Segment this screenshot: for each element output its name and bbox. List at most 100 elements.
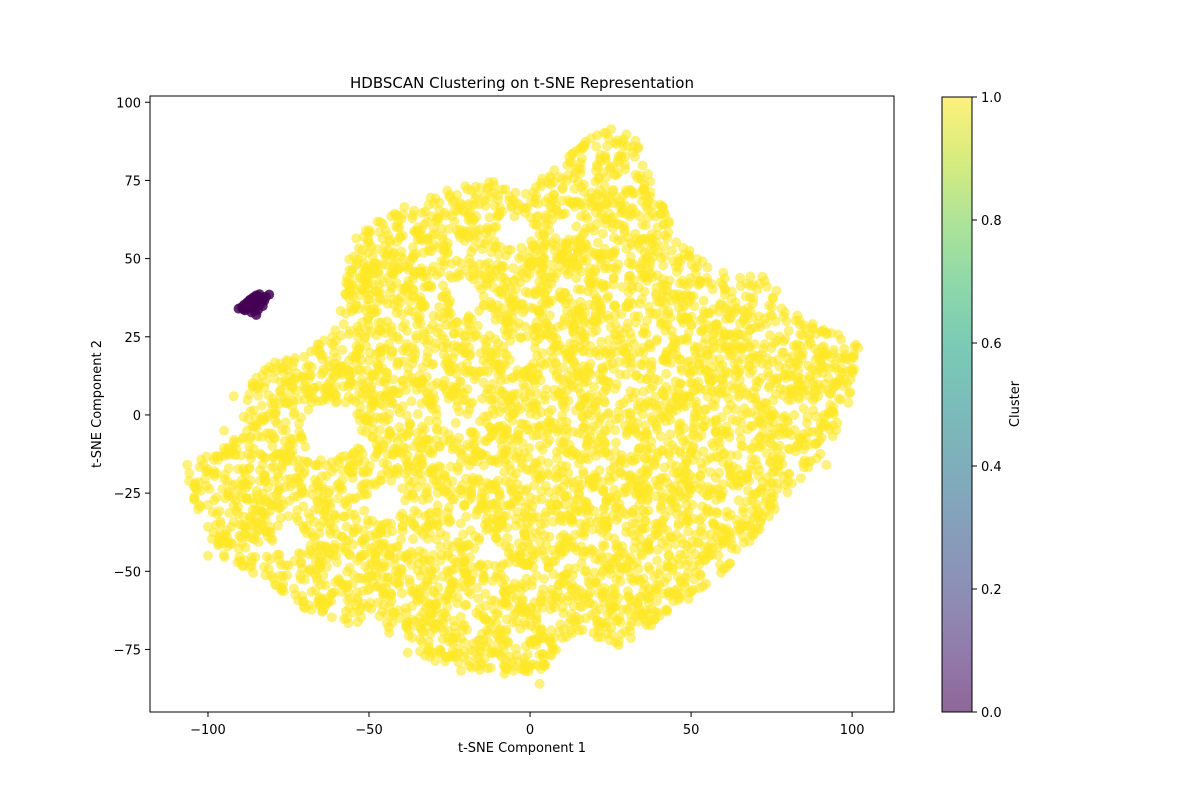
cluster-1-point: [524, 258, 535, 269]
cluster-1-point: [657, 515, 668, 526]
cluster-1-point: [379, 294, 390, 305]
cluster-1-point: [720, 366, 731, 377]
cluster-1-point: [260, 570, 271, 581]
cluster-1-point: [475, 644, 485, 655]
cluster-1-point: [543, 469, 554, 480]
cluster-1-point: [698, 295, 709, 306]
cluster-1-point: [796, 473, 806, 484]
cluster-1-point: [772, 374, 783, 385]
cluster-1-point: [454, 327, 464, 338]
cluster-1-point: [544, 531, 555, 542]
cluster-1-point: [305, 540, 316, 551]
cluster-1-point: [545, 633, 556, 644]
cluster-1-point: [466, 199, 476, 210]
cluster-1-point: [676, 362, 687, 373]
cluster-1-point: [299, 381, 310, 392]
cluster-1-point: [585, 267, 595, 278]
cluster-1-point: [493, 249, 504, 260]
cluster-1-point: [490, 359, 500, 370]
cluster-1-point: [736, 382, 747, 393]
cluster-1-point: [428, 380, 439, 391]
cluster-1-point: [366, 603, 377, 614]
cluster-1-point: [545, 589, 556, 600]
cluster-1-point: [786, 430, 797, 441]
cluster-1-point: [675, 575, 686, 586]
cluster-1-point: [620, 159, 631, 170]
cluster-1-point: [610, 310, 621, 321]
cluster-1-point: [460, 395, 471, 406]
cluster-1-point: [637, 160, 648, 171]
cluster-1-point: [386, 211, 397, 222]
cluster-1-point: [571, 221, 582, 232]
cluster-1-point: [780, 372, 791, 383]
cluster-1-point: [707, 386, 718, 397]
cluster-1-point: [557, 238, 568, 249]
cluster-1-point: [809, 343, 820, 354]
cluster-1-point: [544, 487, 555, 497]
cluster-1-point: [388, 374, 399, 385]
cluster-1-point: [363, 584, 374, 595]
cluster-1-point: [468, 427, 479, 438]
cluster-1-point: [401, 410, 412, 421]
cluster-1-point: [416, 398, 427, 409]
cluster-1-point: [741, 278, 752, 289]
cluster-1-point: [609, 557, 620, 567]
cluster-1-point: [275, 386, 286, 397]
cluster-1-point: [376, 475, 387, 486]
cluster-1-point: [521, 484, 532, 494]
cluster-1-point: [609, 341, 620, 352]
cluster-1-point: [548, 516, 559, 527]
cluster-1-point: [661, 381, 671, 392]
cluster-1-point: [665, 429, 676, 440]
cluster-1-point: [552, 484, 563, 495]
cluster-1-point: [248, 567, 259, 578]
cluster-1-point: [418, 247, 429, 258]
cluster-1-point: [655, 564, 666, 575]
cluster-1-point: [605, 263, 615, 274]
cluster-1-point: [487, 576, 498, 587]
cluster-1-point: [823, 407, 834, 418]
cluster-1-point: [386, 389, 397, 400]
cluster-1-point: [315, 348, 326, 359]
cluster-1-point: [753, 470, 764, 481]
cluster-1-point: [485, 454, 496, 465]
cluster-1-point: [407, 253, 418, 263]
cluster-1-point: [579, 337, 590, 348]
cluster-1-point: [431, 534, 442, 545]
cluster-1-point: [783, 326, 794, 336]
cluster-1-point: [359, 505, 370, 516]
cluster-1-point: [779, 385, 790, 396]
cluster-1-point: [306, 346, 316, 357]
cluster-1-point: [459, 619, 470, 630]
cluster-1-point: [539, 573, 549, 584]
cluster-1-point: [753, 351, 764, 361]
cluster-1-point: [546, 260, 556, 270]
cluster-1-point: [764, 380, 775, 391]
cluster-1-point: [244, 441, 255, 452]
cluster-1-point: [485, 662, 496, 673]
cluster-1-point: [766, 343, 777, 354]
cluster-1-point: [502, 310, 513, 321]
cluster-1-point: [229, 449, 240, 460]
cluster-1-point: [513, 491, 524, 502]
cluster-1-point: [318, 516, 328, 527]
cluster-1-point: [379, 391, 390, 402]
cluster-1-point: [459, 500, 470, 511]
cluster-1-point: [815, 448, 826, 459]
cluster-1-point: [756, 373, 766, 384]
cluster-1-point: [437, 381, 448, 392]
cluster-1-point: [636, 524, 647, 535]
cluster-1-point: [736, 440, 747, 451]
cluster-1-point: [408, 518, 419, 529]
cluster-1-point: [605, 606, 615, 617]
cluster-1-point: [374, 611, 385, 622]
cluster-1-point: [288, 409, 299, 420]
cluster-1-point: [429, 587, 440, 598]
cluster-1-point: [377, 233, 388, 244]
cluster-1-point: [597, 208, 608, 219]
cluster-1-point: [326, 612, 337, 623]
cluster-1-point: [656, 504, 666, 515]
cluster-1-point: [273, 472, 284, 483]
cluster-1-point: [418, 565, 429, 576]
cluster-1-point: [330, 325, 341, 336]
